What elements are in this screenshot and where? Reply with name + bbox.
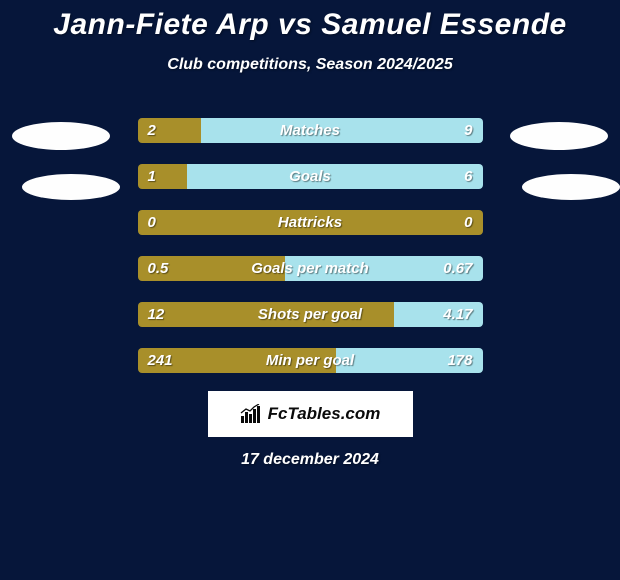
avatar-left-2 [22,174,120,200]
avatar-right-1 [510,122,608,150]
bar-label: Goals [138,164,483,189]
bar-row-min-per-goal: 241178Min per goal [138,348,483,373]
bar-row-matches: 29Matches [138,118,483,143]
bar-label: Goals per match [138,256,483,281]
bar-label: Matches [138,118,483,143]
avatar-right-2 [522,174,620,200]
page-title: Jann-Fiete Arp vs Samuel Essende [53,8,566,42]
comparison-page: Jann-Fiete Arp vs Samuel Essende Club co… [0,0,620,580]
bar-label: Min per goal [138,348,483,373]
bar-label: Hattricks [138,210,483,235]
comparison-bars: 29Matches 16Goals 00Hattricks 0.50.67Goals … [138,118,483,373]
snapshot-date: 17 december 2024 [241,451,379,469]
chart-bars-icon [240,404,262,424]
page-subtitle: Club competitions, Season 2024/2025 [167,56,452,74]
bar-row-goals-per-match: 0.50.67Goals per match [138,256,483,281]
bar-label: Shots per goal [138,302,483,327]
avatar-left-1 [12,122,110,150]
bar-row-hattricks: 00Hattricks [138,210,483,235]
bar-row-goals: 16Goals [138,164,483,189]
bar-row-shots-per-goal: 124.17Shots per goal [138,302,483,327]
branding-text: FcTables.com [268,404,381,424]
branding-badge: FcTables.com [208,391,413,437]
